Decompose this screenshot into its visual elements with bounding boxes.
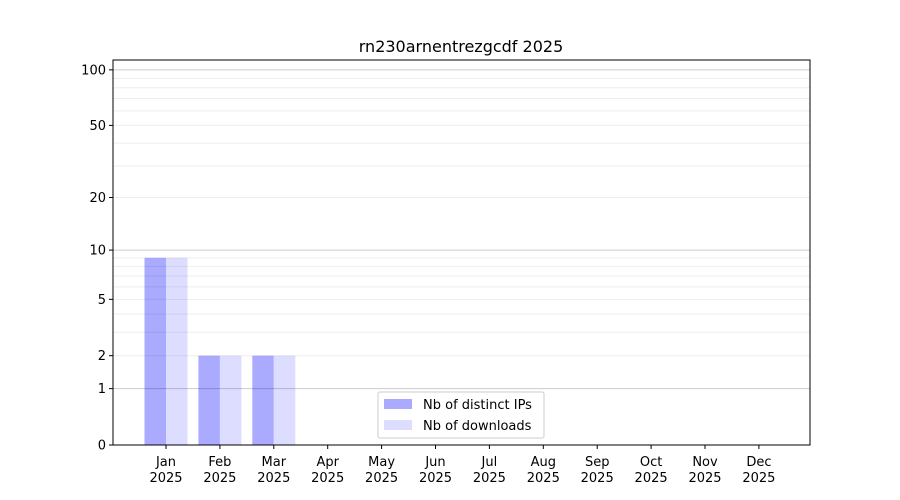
grid-overlay	[113, 69, 810, 390]
y-tick-label: 100	[81, 63, 106, 78]
y-axis: 0 1 2 5 10 20 50 100	[81, 63, 113, 454]
y-tick-label: 1	[98, 382, 106, 397]
y-tick-label: 0	[98, 439, 106, 454]
x-axis: Jan 2025 Feb 2025 Mar 2025 Apr 2025 May 2025 Jun 20…	[149, 445, 775, 486]
x-tick-label: Mar 2025	[257, 455, 290, 486]
legend-label-downloads: Nb of downloads	[423, 419, 532, 434]
legend-swatch-downloads	[384, 420, 412, 430]
plot-frame	[112, 59, 811, 446]
y-tick-label: 5	[98, 293, 106, 308]
bar-downloads-jan	[166, 257, 188, 445]
x-tick-label: May 2025	[365, 455, 398, 486]
bar-downloads-mar	[273, 355, 296, 445]
legend-label-distinct-ips: Nb of distinct IPs	[423, 398, 532, 413]
bar-distinct-ips-jan	[144, 257, 166, 445]
bars	[144, 257, 296, 445]
x-tick-label: Dec 2025	[742, 455, 775, 486]
chart-title: rn230arnentrezgcdf 2025	[359, 37, 564, 56]
x-tick-label: Apr 2025	[311, 455, 344, 486]
legend-box	[377, 391, 545, 439]
y-tick-label: 2	[98, 349, 106, 364]
bar-downloads-feb	[219, 355, 242, 445]
y-tick-label: 10	[89, 244, 106, 259]
x-tick-label: Jun 2025	[419, 455, 452, 486]
bar-distinct-ips-feb	[198, 355, 220, 445]
y-tick-label: 20	[89, 191, 106, 206]
x-tick-label: Nov 2025	[688, 455, 721, 486]
x-tick-label: Jan 2025	[149, 455, 182, 486]
x-tick-label: Feb 2025	[203, 455, 236, 486]
y-tick-label: 50	[89, 119, 106, 134]
legend-swatch-distinct-ips	[384, 399, 412, 409]
x-tick-label: Jul 2025	[473, 455, 506, 486]
x-tick-label: Aug 2025	[527, 455, 560, 486]
x-tick-label: Sep 2025	[581, 455, 614, 486]
bar-distinct-ips-mar	[252, 355, 274, 445]
legend: Nb of distinct IPs Nb of downloads	[377, 391, 545, 439]
x-tick-label: Oct 2025	[635, 455, 668, 486]
